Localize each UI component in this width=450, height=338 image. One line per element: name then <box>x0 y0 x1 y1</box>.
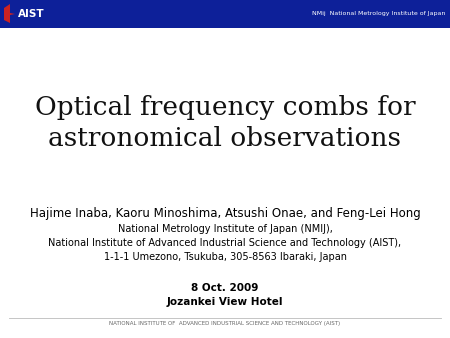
Text: NMij  National Metrology Institute of Japan: NMij National Metrology Institute of Jap… <box>311 11 445 17</box>
Text: Jozankei View Hotel: Jozankei View Hotel <box>167 297 283 307</box>
Text: AIST: AIST <box>18 9 45 19</box>
Text: Hajime Inaba, Kaoru Minoshima, Atsushi Onae, and Feng-Lei Hong: Hajime Inaba, Kaoru Minoshima, Atsushi O… <box>30 207 420 219</box>
Text: National Metrology Institute of Japan (NMIJ),
National Institute of Advanced Ind: National Metrology Institute of Japan (N… <box>49 224 401 262</box>
Polygon shape <box>4 4 15 23</box>
Text: 8 Oct. 2009: 8 Oct. 2009 <box>191 283 259 293</box>
Bar <box>0 0 450 28</box>
Text: NATIONAL INSTITUTE OF  ADVANCED INDUSTRIAL SCIENCE AND TECHNOLOGY (AIST): NATIONAL INSTITUTE OF ADVANCED INDUSTRIA… <box>109 321 341 327</box>
Text: Optical frequency combs for
astronomical observations: Optical frequency combs for astronomical… <box>35 95 415 151</box>
